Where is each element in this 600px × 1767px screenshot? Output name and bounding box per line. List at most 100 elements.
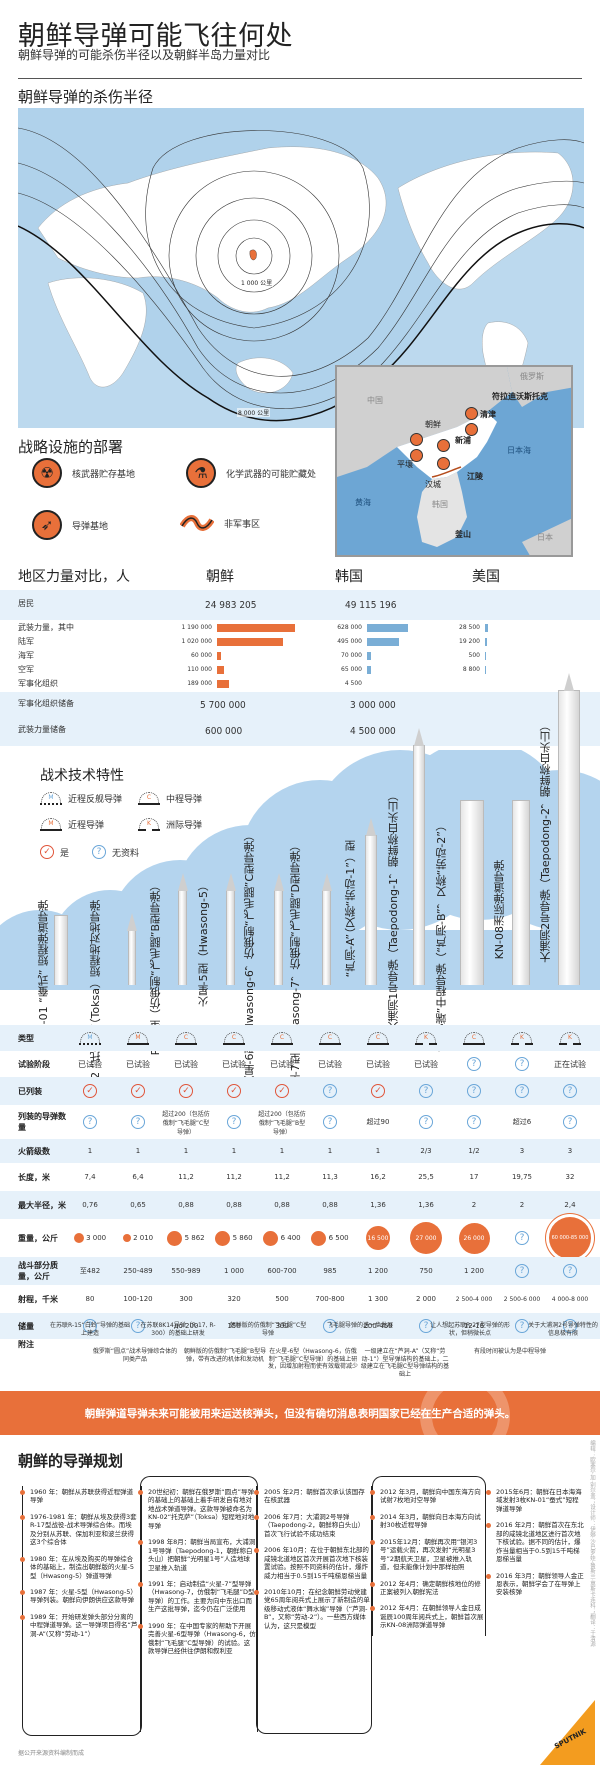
- check-icon: ✓: [275, 1084, 289, 1098]
- legend-dmz: 非军事区: [180, 514, 260, 532]
- question-icon: ?: [563, 1319, 577, 1333]
- inset-label-russia: 俄罗斯: [520, 372, 544, 381]
- timeline-entry: 2012 年4月：在朝鲜领导人金日成诞辰100周年阅兵式上，朝鲜首次展示KN-0…: [370, 1604, 484, 1629]
- spec-row-stages: 火箭级数 1 1 1 1 1 1 1 2/3 1/2 3 3: [0, 1139, 600, 1163]
- flask-icon: ⚗: [186, 458, 216, 488]
- question-icon: ?: [419, 1319, 433, 1333]
- bar-sk-army: 495 000: [312, 636, 399, 647]
- inner-ring-label: 1 000 公里: [240, 278, 274, 287]
- spec-row-count: 列装的导弹数量 ? ? 超过200（包括仿俄制“飞毛腿”C型导弹） ? 超过20…: [0, 1105, 600, 1139]
- inset-flask-icon: [410, 449, 423, 462]
- timeline-column-5: 2015年6月：朝鲜在日本海海域发射3枚KN-01“蚕式”短程弹道导弹 2016…: [486, 1488, 584, 1605]
- spec-table: 类型 M M C C C C C K C K K 试验阶段 已试验 已试验 已试…: [0, 1025, 600, 1349]
- forces-title: 地区力量对比，人: [18, 569, 130, 585]
- world-range-map: 1 000 公里 8 000 公里: [18, 108, 584, 428]
- note: 在苏联R-15“白蛉”导弹的基础上建造: [50, 1322, 130, 1337]
- check-icon: ✓: [83, 1084, 97, 1098]
- nuclear-warning-banner: 朝鲜弹道导弹未来可能被用来运送核弹头，但没有确切消息表明国家已经在生产合适的弹头…: [0, 1391, 600, 1435]
- timeline-entry: 2006 年7月：大浦洞2号导弹（Taepodong-2，朝鲜称白头山）首次飞行…: [254, 1513, 370, 1538]
- timeline-entry: 2005 年2月：朝鲜首次承认该国存在核武器: [254, 1488, 370, 1505]
- timeline-entry: 2006 年10月：在位于朝鲜东北部的咸镜北道地区首次开展首次地下核装置试验。按…: [254, 1546, 370, 1580]
- note: 有段时间被认为是中程导弹: [473, 1348, 546, 1355]
- note: 让人想起苏联R-27型导弹的形状，但稍微长点: [430, 1322, 510, 1337]
- missile-name: 火星-5型（Hwasong-5）: [197, 880, 210, 1008]
- timeline-entry: 1976-1981 年：朝鲜从埃及获得3套R-17型战役-战术导弹综合体。而埃及…: [20, 1513, 138, 1547]
- inset-radiation-icon: [465, 407, 478, 420]
- population-band: [0, 590, 600, 620]
- timeline-bracket: [22, 1486, 142, 1736]
- page-subtitle: 朝鲜导弹的可能杀伤半径以及朝鲜半岛力量对比: [18, 48, 271, 62]
- inset-label-chongjin: 清津: [480, 410, 496, 419]
- question-icon: ?: [467, 1084, 481, 1098]
- spec-row-warhead: 战斗部分质量，公斤 至482 250-489 550-989 1 000 600-700…: [0, 1257, 600, 1285]
- timeline-entry: 2010年10月：在纪念朝鲜劳动党建党65周年阅兵式上展示了新制造的单级移动式液…: [254, 1588, 370, 1630]
- spec-row-stock: 储量 ? ? до 200 150 300 ? 200-450 ? 12-16 …: [0, 1313, 600, 1339]
- spec-row-range: 射程，千米 80 100-120 300 320 500 700-800 1 300 2 00…: [18, 1294, 589, 1304]
- question-icon: ?: [83, 1319, 97, 1333]
- question-icon: ?: [131, 1319, 145, 1333]
- bar-nk-air: 110 000: [162, 664, 224, 675]
- check-icon: ✓: [131, 1084, 145, 1098]
- missile-kn08: [512, 800, 530, 985]
- inset-label-busan: 釜山: [455, 530, 471, 539]
- population-south-korea: 49 115 196: [345, 600, 397, 611]
- question-icon: ?: [323, 1319, 337, 1333]
- inset-label-south-korea: 韩国: [432, 500, 448, 509]
- question-icon: ?: [563, 1115, 577, 1129]
- question-icon: ?: [92, 845, 106, 859]
- force-row-label: 陆军: [18, 637, 34, 646]
- question-icon: ?: [419, 1084, 433, 1098]
- check-icon: ✓: [40, 845, 54, 859]
- tactical-title: 战术技术特性: [40, 768, 124, 784]
- missile-icon: ➶: [32, 510, 62, 540]
- reserve-label: 武装力量储备: [18, 725, 66, 734]
- reserve-value: 5 700 000: [200, 700, 246, 711]
- legend-unknown: ? 无资料: [92, 845, 139, 859]
- timeline-entry: 20世纪初：朝鲜在俄罗斯“圆点”导弹的基础上的基础上着手研发自有地对地战术弹道导…: [138, 1488, 256, 1530]
- timeline-entry: 1960 年：朝鲜从苏联获得近程弹道导弹: [20, 1488, 138, 1505]
- bar-sk-air: 65 000: [312, 664, 371, 675]
- missile-name: “舞水端”中程导弹（“芦洞-B”，又称“劳动-2”）: [435, 820, 448, 1053]
- timeline-title: 朝鲜的导弹规划: [18, 1452, 124, 1470]
- inset-label-north-korea: 朝鲜: [425, 420, 441, 429]
- legend-nuclear-storage: ☢ 核武器贮存基地: [32, 458, 135, 488]
- spec-row-type: 类型 M M C C C C C K C K K: [0, 1025, 600, 1051]
- legend-missile-base: ➶ 导弹基地: [32, 510, 108, 540]
- bar-sk-navy: 70 000: [312, 650, 371, 661]
- population-label: 居民: [18, 599, 34, 608]
- timeline-entry: 1998 年8月：朝鲜当局宣布，大浦洞1号导弹（Taepodong-1，朝鲜称白…: [138, 1538, 256, 1572]
- inset-label-sea-of-japan: 日本海: [507, 446, 531, 455]
- question-icon: ?: [131, 1115, 145, 1129]
- question-icon: ?: [323, 1084, 337, 1098]
- missile-hwasong5: [225, 873, 236, 985]
- legend-short-antiship: M 近程反舰导弹: [40, 792, 122, 805]
- timeline-entry: 1989 年：开始研发弹头部分分离的中程弹道导弹。这一导弹项目得名“芦洞-A”(…: [20, 1613, 138, 1638]
- missile-name: 大浦洞2号导弹（Taepodong-2，朝鲜称白头山）: [539, 720, 552, 963]
- inset-label-japan: 日本: [537, 533, 553, 542]
- force-row-label: 武装力量，其中: [18, 623, 74, 632]
- timeline-entry: 2012 年3月，朝鲜向中国东海方向试射7枚地对空导弹: [370, 1488, 484, 1505]
- timeline-entry: 1987 年：火星-5型（Hwasong-5）导弹列装。朝鲜向伊朗供应这款导弹: [20, 1588, 138, 1605]
- question-icon: ?: [515, 1264, 529, 1278]
- timeline-entry: 1980 年：在从埃及购买的导弹综合体的基础上，制造出朝鲜版的火星-5型（Hwa…: [20, 1555, 138, 1580]
- question-icon: ?: [563, 1084, 577, 1098]
- check-icon: ✓: [371, 1084, 385, 1098]
- missile-hwasong6: [273, 873, 284, 985]
- bar-us-air: 8 800: [430, 664, 486, 675]
- inset-label-pyongyang: 平壤: [397, 460, 413, 469]
- timeline-entry: 2014 年3月，朝鲜向日本海方向试射30枚近程导弹: [370, 1513, 484, 1530]
- map-section-title: 朝鲜导弹的杀伤半径: [18, 88, 154, 106]
- source-note: 据公开来源资料编制而成: [18, 1750, 85, 1757]
- spec-row-diameter: 最大半径，米 0,76 0,65 0,88 0,88 0,88 0,88 1,36 1,36 2…: [0, 1191, 600, 1219]
- missile-nodong-a: [365, 818, 377, 985]
- reserve-value: 3 000 000: [350, 700, 396, 711]
- missile-musudan: [460, 800, 484, 985]
- missile-name: KN-01 “蚕式” 短程弹道导弹: [37, 900, 50, 1040]
- bar-nk-armed: 1 190 000: [162, 622, 295, 633]
- bar-sk-paramilitary: 4 500: [344, 680, 362, 687]
- question-icon: ?: [515, 1084, 529, 1098]
- missile-hwasong7: [321, 873, 332, 985]
- bar-us-armed: 28 500: [430, 622, 488, 633]
- forces-col-north-korea: 朝鲜: [206, 569, 234, 585]
- force-row-label: 空军: [18, 665, 34, 674]
